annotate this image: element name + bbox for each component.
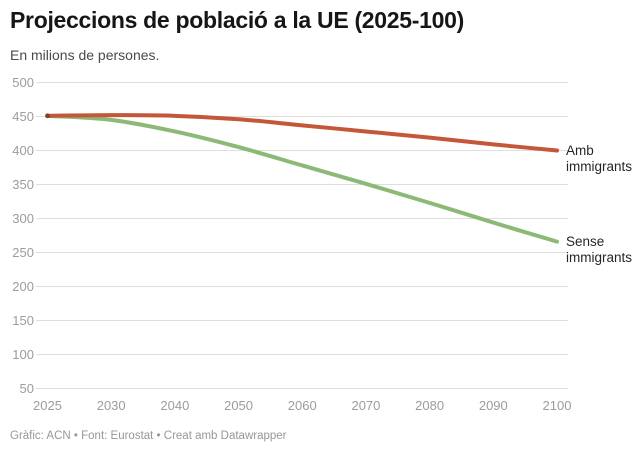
y-axis-label-300: 300 <box>12 211 34 226</box>
x-axis-label-2060: 2060 <box>288 398 317 413</box>
series-start-marker <box>45 113 50 119</box>
credit-line: Gràfic: ACN • Font: Eurostat • Creat amb… <box>10 430 287 442</box>
y-axis-label-100: 100 <box>12 347 34 362</box>
x-axis-label-2025: 2025 <box>33 398 62 413</box>
x-axis-label-2080: 2080 <box>415 398 444 413</box>
series-label-sense-immigrants: Sense immigrants <box>566 234 632 265</box>
y-axis-label-400: 400 <box>12 143 34 158</box>
series-line-amb-immigrants[interactable] <box>45 113 559 153</box>
x-axis-label-2090: 2090 <box>479 398 508 413</box>
page-title: Projeccions de població a la UE (2025-10… <box>10 7 464 33</box>
x-axis-label-2070: 2070 <box>351 398 380 413</box>
x-axis-label-2040: 2040 <box>160 398 189 413</box>
y-axis-label-500: 500 <box>12 75 34 90</box>
y-axis-label-150: 150 <box>12 313 34 328</box>
y-axis-label-450: 450 <box>12 109 34 124</box>
y-axis-label-250: 250 <box>12 245 34 260</box>
series-line-sense-immigrants[interactable] <box>45 113 559 244</box>
y-axis-label-350: 350 <box>12 177 34 192</box>
series-label-amb-immigrants: Amb immigrants <box>566 143 632 174</box>
chart-subtitle: En milions de persones. <box>10 47 160 63</box>
x-axis-label-2030: 2030 <box>97 398 126 413</box>
y-axis-label-50: 50 <box>20 381 34 396</box>
y-axis-label-200: 200 <box>12 279 34 294</box>
x-axis-label-2050: 2050 <box>224 398 253 413</box>
x-axis-label-2100: 2100 <box>543 398 572 413</box>
